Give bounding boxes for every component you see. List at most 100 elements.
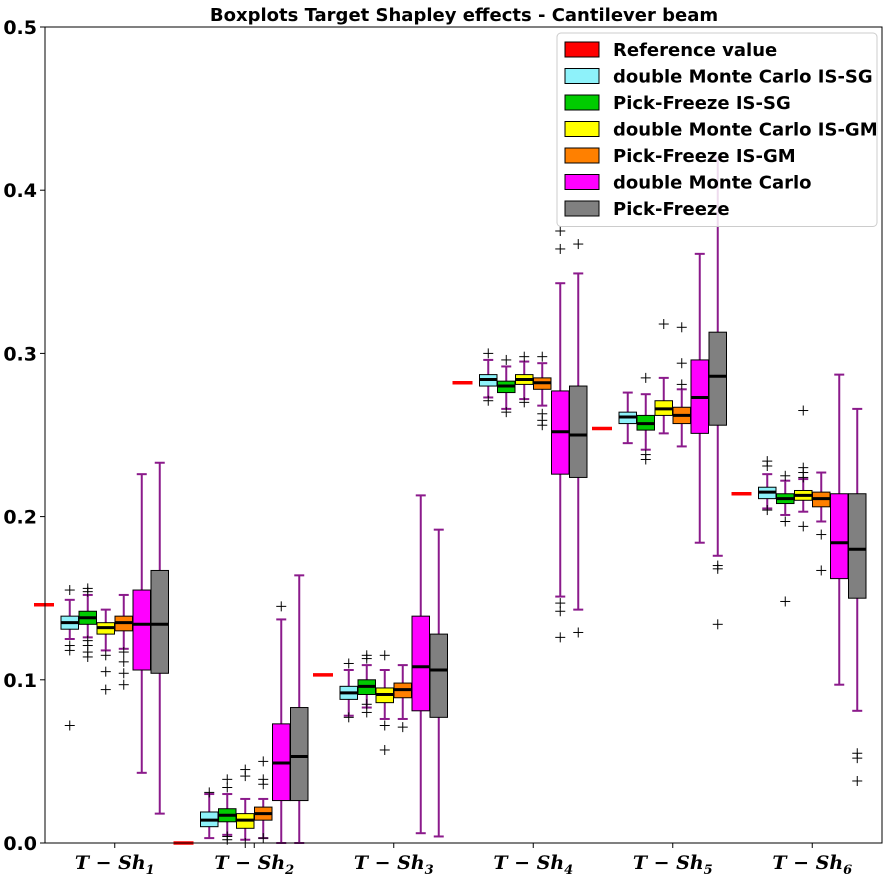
y-tick-label: 0.1 xyxy=(3,670,37,692)
flier-marker xyxy=(343,658,354,669)
boxplot xyxy=(150,461,169,815)
flier-marker xyxy=(573,239,584,250)
legend-swatch xyxy=(564,121,600,137)
legend-swatch xyxy=(564,200,600,217)
boxplot xyxy=(393,664,412,733)
flier-marker xyxy=(82,586,93,597)
y-tick-label: 0.2 xyxy=(3,507,37,529)
boxplot xyxy=(654,319,673,435)
boxplot xyxy=(479,348,498,406)
boxplot xyxy=(78,583,97,662)
legend-label: double Monte Carlo IS-GM xyxy=(613,120,878,141)
x-tick-label: T − Sh4 xyxy=(493,852,573,877)
box xyxy=(150,569,169,674)
boxplot xyxy=(830,373,849,686)
legend: Reference value double Monte Carlo IS-SG P… xyxy=(556,32,878,227)
flier-marker xyxy=(712,619,723,630)
flier-marker xyxy=(555,606,566,617)
flier-marker xyxy=(118,668,129,679)
flier-marker xyxy=(240,771,251,782)
flier-marker xyxy=(276,601,287,612)
legend-label: Reference value xyxy=(613,40,777,61)
x-tick-label: T − Sh2 xyxy=(214,852,294,877)
y-tick-label: 0.3 xyxy=(3,343,37,365)
flier-marker xyxy=(501,354,512,365)
boxplot xyxy=(618,391,637,445)
legend-swatch xyxy=(564,147,600,164)
legend-swatch xyxy=(564,68,600,84)
flier-marker xyxy=(483,395,494,406)
flier-marker xyxy=(222,782,233,793)
flier-marker xyxy=(118,679,129,690)
x-tick-label: T − Sh3 xyxy=(354,852,434,877)
flier-marker xyxy=(361,707,372,718)
flier-marker xyxy=(258,756,269,767)
flier-marker xyxy=(519,397,530,408)
box xyxy=(848,493,867,599)
legend-label: double Monte Carlo IS-SG xyxy=(613,67,873,88)
flier-marker xyxy=(780,596,791,607)
flier-marker xyxy=(816,565,827,576)
boxplot xyxy=(776,470,795,607)
flier-marker xyxy=(676,322,687,333)
flier-marker xyxy=(762,461,773,472)
flier-marker xyxy=(204,787,215,798)
boxplot xyxy=(636,372,655,465)
flier-marker xyxy=(118,647,129,658)
boxplot xyxy=(758,456,777,516)
box xyxy=(429,633,448,718)
flier-marker xyxy=(816,529,827,540)
flier-marker xyxy=(658,319,669,330)
box xyxy=(411,615,430,712)
legend-swatch xyxy=(564,94,600,111)
boxplot xyxy=(272,601,291,844)
flier-marker xyxy=(258,779,269,790)
boxplot xyxy=(411,494,430,835)
boxplot xyxy=(218,774,237,845)
boxplot xyxy=(533,351,552,431)
flier-marker xyxy=(483,348,494,359)
flier-marker xyxy=(798,521,809,532)
flier-marker xyxy=(640,454,651,465)
box xyxy=(290,707,309,802)
x-tick-label: T − Sh1 xyxy=(75,852,155,877)
flier-marker xyxy=(100,650,111,661)
boxplot xyxy=(708,156,727,630)
box xyxy=(132,589,151,671)
boxplot xyxy=(114,593,133,690)
flier-marker xyxy=(397,722,408,733)
flier-marker xyxy=(379,744,390,755)
box xyxy=(708,331,727,426)
flier-marker xyxy=(258,833,269,844)
flier-marker xyxy=(100,666,111,677)
box xyxy=(830,493,849,580)
flier-marker xyxy=(676,379,687,390)
flier-marker xyxy=(712,563,723,574)
boxplot xyxy=(254,756,273,844)
flier-marker xyxy=(64,720,75,731)
flier-marker xyxy=(852,775,863,786)
legend-swatch xyxy=(564,174,600,190)
flier-marker xyxy=(537,351,548,362)
flier-marker xyxy=(852,753,863,764)
legend-box xyxy=(556,32,878,227)
legend-swatch xyxy=(564,41,600,58)
boxplot xyxy=(429,528,448,838)
boxplot xyxy=(200,787,219,840)
boxplot xyxy=(339,658,358,723)
boxplot xyxy=(515,351,534,408)
chart-title: Boxplots Target Shapley effects - Cantil… xyxy=(210,5,718,26)
boxplot xyxy=(357,650,376,718)
boxplot xyxy=(290,574,309,844)
boxplot xyxy=(812,471,831,576)
y-tick-label: 0.5 xyxy=(3,17,37,39)
box xyxy=(569,385,588,478)
flier-marker xyxy=(780,516,791,527)
legend-label: Pick-Freeze IS-SG xyxy=(613,93,791,114)
flier-marker xyxy=(798,472,809,483)
flier-marker xyxy=(501,407,512,418)
flier-marker xyxy=(379,650,390,661)
flier-marker xyxy=(64,645,75,656)
flier-marker xyxy=(555,226,566,236)
